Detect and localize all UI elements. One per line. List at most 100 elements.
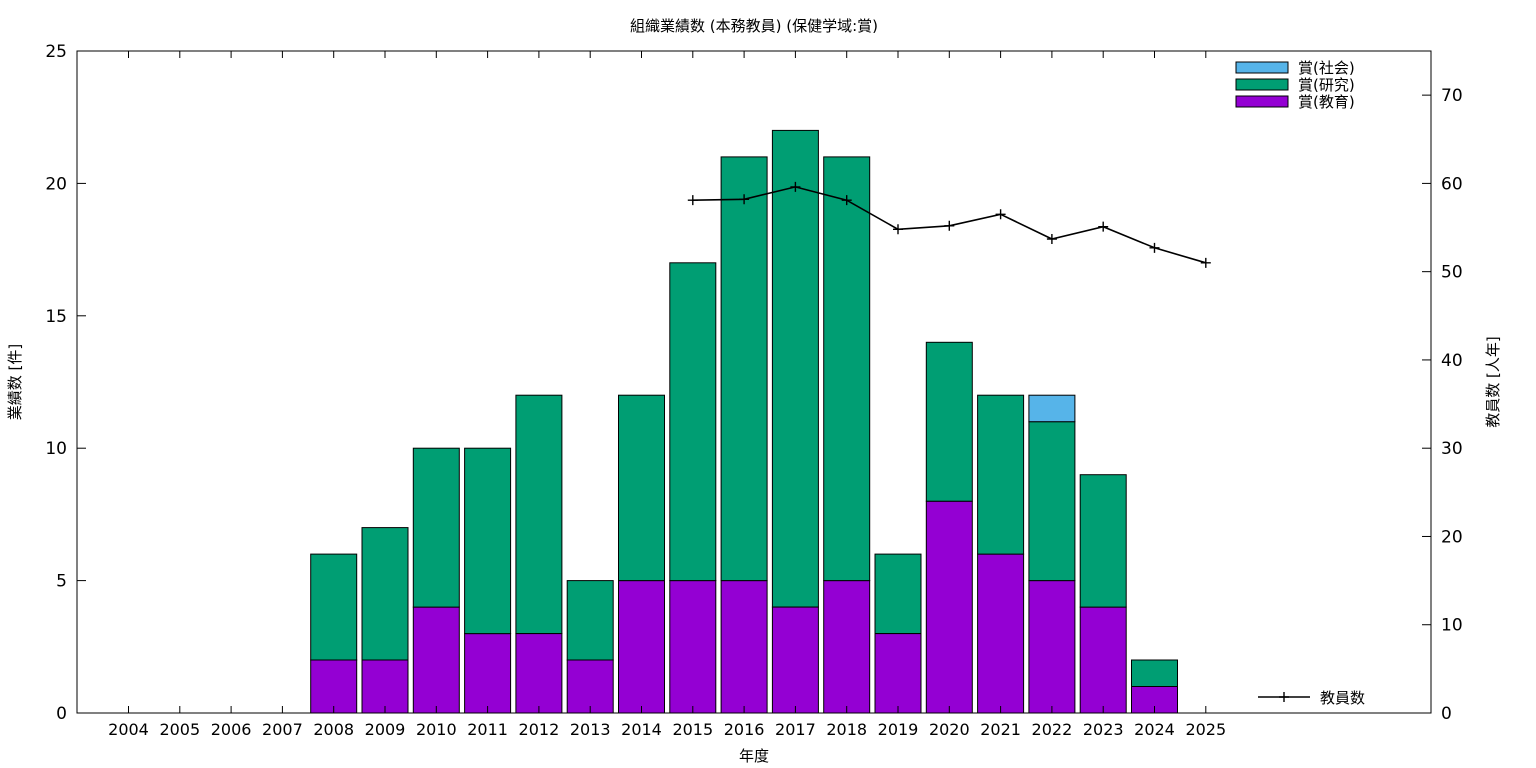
bar-2021-s0 (977, 553, 1025, 714)
bar-2010-s0 (412, 606, 460, 714)
x-tick-label: 2007 (262, 720, 303, 739)
line-point (995, 209, 1006, 220)
y2-tick-label: 60 (1441, 174, 1463, 194)
x-tick-label: 2016 (724, 720, 765, 739)
chart-title: 組織業績数 (本務教員) (保健学域:賞) (630, 17, 878, 35)
y2-tick-label: 20 (1441, 527, 1463, 547)
line-point (739, 194, 750, 205)
legend-swatch (1235, 61, 1289, 74)
bar-2009-s1 (361, 527, 409, 661)
x-tick-label: 2011 (467, 720, 508, 739)
y-tick-label: 0 (56, 704, 67, 724)
bar-2008-s0 (310, 659, 358, 714)
x-tick-label: 2013 (570, 720, 611, 739)
y-tick-label: 15 (45, 307, 67, 327)
y-tick-label: 25 (45, 42, 67, 62)
line-point (1046, 234, 1057, 245)
y-tick-label: 5 (56, 572, 67, 592)
bar-2023-s1 (1079, 474, 1127, 608)
bar-2015-s1 (669, 262, 717, 582)
line-point (1149, 242, 1160, 253)
y2-tick-label: 40 (1441, 351, 1463, 371)
x-tick-label: 2021 (980, 720, 1021, 739)
legend-label: 賞(教育) (1298, 93, 1355, 111)
line-point (1098, 221, 1109, 232)
bar-2022-s2 (1028, 394, 1076, 423)
bar-2016-s0 (720, 580, 768, 714)
bar-2019-s1 (874, 553, 922, 634)
bar-2017-s1 (771, 129, 819, 608)
x-tick-label: 2019 (878, 720, 919, 739)
line-point (687, 195, 698, 206)
x-tick-label: 2005 (159, 720, 200, 739)
bar-2020-s1 (925, 341, 973, 502)
y-axis-label: 業績数 [件] (6, 344, 24, 420)
x-tick-label: 2023 (1083, 720, 1124, 739)
bar-2014-s0 (618, 580, 665, 714)
line-legend: 教員数 (1258, 689, 1365, 707)
bar-2008-s1 (310, 553, 358, 661)
bar-2022-s1 (1028, 421, 1076, 582)
bar-2014-s1 (618, 394, 665, 582)
plot-frame (76, 50, 1432, 714)
line-point (893, 224, 903, 235)
line-point (790, 181, 801, 192)
x-tick-label: 2015 (672, 720, 713, 739)
bar-2024-s1 (1131, 659, 1178, 687)
bar-2017-s0 (771, 606, 819, 714)
x-tick-label: 2006 (211, 720, 252, 739)
bar-2011-s0 (464, 633, 512, 714)
x-tick-label: 2008 (313, 720, 354, 739)
x-axis-label: 年度 (739, 747, 769, 765)
x-tick-label: 2024 (1134, 720, 1175, 739)
bar-2010-s1 (412, 447, 460, 608)
legend-label: 賞(研究) (1298, 76, 1355, 94)
x-tick-label: 2012 (519, 720, 560, 739)
x-tick-label: 2004 (108, 720, 149, 739)
bar-2016-s1 (720, 156, 768, 582)
line-legend-label: 教員数 (1320, 689, 1365, 707)
y-tick-label: 10 (45, 439, 67, 459)
bar-2023-s0 (1079, 606, 1127, 714)
x-axis: 2004 2005 2006 2007 2008 2009 2010 2011 2012 2013… (108, 51, 1226, 739)
x-tick-label: 2009 (365, 720, 406, 739)
bar-2021-s1 (977, 394, 1025, 555)
bar-2012-s0 (515, 633, 563, 714)
bar-2022-s0 (1028, 580, 1076, 714)
x-tick-label: 2010 (416, 720, 457, 739)
bar-2018-s0 (823, 580, 871, 714)
line-point (841, 195, 852, 206)
line-point (944, 220, 955, 231)
bar-2015-s0 (669, 580, 717, 714)
y2-tick-label: 30 (1441, 439, 1463, 459)
y2-tick-label: 70 (1441, 86, 1463, 106)
bars-layer (310, 129, 1178, 714)
y2-axis: 0 10 20 30 40 50 60 70 (1422, 86, 1463, 724)
y-tick-label: 20 (45, 174, 67, 194)
x-tick-label: 2025 (1185, 720, 1226, 739)
legend-swatch (1235, 78, 1289, 91)
x-tick-label: 2022 (1032, 720, 1073, 739)
x-tick-label: 2020 (929, 720, 970, 739)
bar-2018-s1 (823, 156, 871, 582)
line-legend-marker (1279, 692, 1289, 702)
legend: 賞(社会)賞(研究)賞(教育) (1235, 59, 1355, 111)
bar-2013-s0 (566, 659, 614, 714)
y2-tick-label: 0 (1441, 704, 1452, 724)
line-point (1200, 257, 1211, 268)
bar-2020-s0 (925, 500, 973, 714)
bar-2013-s1 (566, 580, 614, 661)
bar-2011-s1 (464, 447, 512, 635)
bar-2019-s0 (874, 633, 922, 714)
y2-tick-label: 10 (1441, 616, 1463, 636)
y-axis: 0 5 10 15 20 25 (45, 42, 86, 724)
x-tick-label: 2014 (621, 720, 662, 739)
bar-2009-s0 (361, 659, 409, 714)
y2-axis-label: 教員数 [人年] (1484, 336, 1502, 427)
legend-label: 賞(社会) (1298, 59, 1355, 77)
legend-swatch (1235, 95, 1289, 108)
x-tick-label: 2018 (826, 720, 867, 739)
bar-2012-s1 (515, 394, 563, 635)
y2-tick-label: 50 (1441, 263, 1463, 283)
